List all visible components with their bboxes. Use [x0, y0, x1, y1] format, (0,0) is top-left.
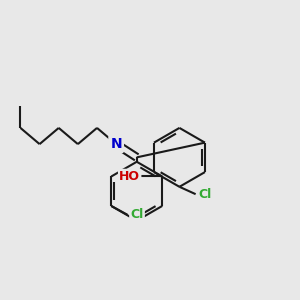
Text: N: N	[110, 137, 122, 151]
Text: Cl: Cl	[130, 208, 144, 221]
Text: HO: HO	[119, 170, 140, 183]
Text: Cl: Cl	[199, 188, 212, 201]
